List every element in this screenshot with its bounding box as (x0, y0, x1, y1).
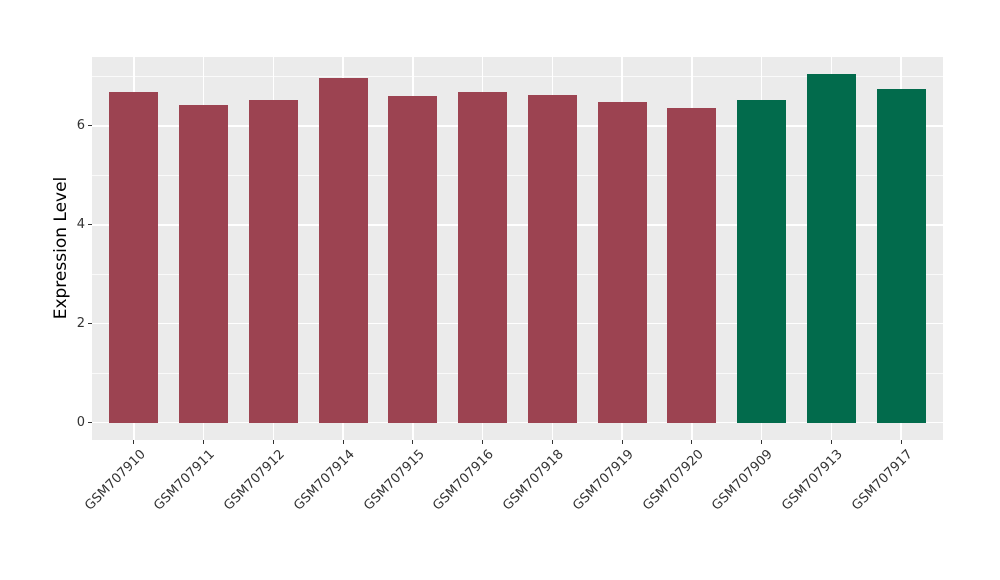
x-tick-mark (691, 440, 693, 444)
bar-GSM707912 (248, 100, 298, 423)
bar-GSM707910 (109, 92, 159, 423)
y-gridline-major (92, 224, 943, 226)
x-tick-mark (621, 440, 623, 444)
x-tick-label: GSM707910 (81, 447, 149, 514)
bar-GSM707915 (388, 95, 438, 423)
x-tick-label: GSM707915 (360, 447, 428, 514)
x-tick-mark (203, 440, 205, 444)
y-gridline-major (92, 322, 943, 325)
bar-GSM707918 (527, 95, 577, 423)
y-tick-mark (87, 421, 92, 424)
bar-GSM707909 (737, 99, 787, 423)
bar-GSM707913 (806, 73, 856, 423)
y-tick-label: 2 (76, 316, 85, 332)
x-tick-mark (900, 440, 902, 444)
x-tick-mark (830, 440, 832, 444)
x-tick-mark (412, 440, 414, 444)
x-tick-label: GSM707920 (639, 447, 707, 514)
bar-GSM707919 (597, 102, 647, 423)
x-tick-mark (761, 440, 763, 444)
plot-panel (92, 56, 943, 440)
bar-GSM707916 (458, 91, 508, 423)
x-tick-label: GSM707918 (500, 447, 567, 514)
y-axis-title: Expression Level (51, 176, 71, 320)
y-tick-label: 4 (76, 217, 85, 233)
x-tick-label: GSM707916 (430, 447, 498, 514)
x-tick-mark (482, 440, 484, 444)
y-gridline-minor (92, 273, 943, 275)
x-tick-mark (272, 440, 274, 444)
x-tick-label: GSM707913 (779, 447, 846, 514)
y-tick-mark (87, 323, 92, 325)
x-tick-label: GSM707909 (709, 447, 777, 514)
x-tick-label: GSM707911 (151, 447, 219, 514)
x-tick-mark (133, 440, 135, 444)
x-tick-mark (342, 440, 344, 444)
y-tick-label: 0 (76, 415, 85, 431)
y-tick-label: 6 (76, 118, 85, 134)
x-tick-label: GSM707919 (570, 447, 637, 514)
y-gridline-minor (92, 174, 943, 176)
y-gridline-minor (92, 372, 943, 374)
y-gridline-major (92, 421, 943, 424)
x-tick-mark (551, 440, 553, 444)
bar-GSM707920 (667, 108, 717, 423)
x-tick-label: GSM707917 (849, 447, 916, 514)
bar-GSM707917 (876, 88, 926, 423)
y-gridline-major (92, 125, 943, 127)
y-gridline-minor (92, 75, 943, 77)
y-tick-mark (87, 224, 92, 226)
bar-GSM707911 (179, 105, 228, 423)
x-tick-label: GSM707914 (291, 447, 358, 514)
y-tick-mark (87, 125, 92, 127)
bar-GSM707914 (318, 77, 368, 423)
x-tick-label: GSM707912 (221, 447, 288, 514)
